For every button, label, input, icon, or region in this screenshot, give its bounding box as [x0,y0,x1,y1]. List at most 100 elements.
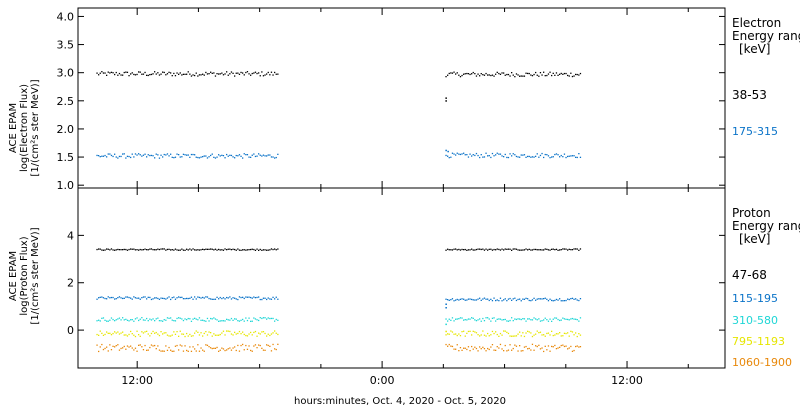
data-point [181,156,183,158]
data-point [543,334,545,336]
data-point [479,75,481,77]
data-point [523,75,526,77]
data-point [120,297,122,299]
data-point [243,153,245,155]
data-point [155,73,157,75]
data-point [503,156,505,158]
data-point [453,333,455,335]
data-point [555,348,558,350]
data-point [266,335,268,337]
data-point [120,249,122,251]
data-point [275,249,277,251]
data-point [184,345,186,347]
data-point [261,347,263,349]
data-point [254,318,257,320]
data-point [451,152,454,154]
data-point [98,350,100,353]
data-point [154,249,156,251]
data-point [490,334,492,336]
data-point [453,153,455,155]
data-point [533,334,535,336]
data-point [499,318,502,320]
data-point [480,154,482,156]
data-point [562,73,564,75]
data-point [495,73,497,75]
data-point [270,350,273,352]
data-point [248,345,250,347]
data-point [157,345,159,347]
data-point [144,296,146,298]
data-point [472,71,474,74]
data-point [557,249,559,251]
data-point [240,319,242,321]
data-point [186,297,188,300]
data-point [455,73,457,75]
data-point [546,332,548,335]
data-point [559,298,561,300]
data-point [498,153,500,155]
data-point [464,347,466,349]
data-point [546,298,548,300]
data-point [206,248,209,250]
data-point [171,319,173,321]
data-point [507,73,510,76]
data-point [471,345,473,348]
data-point [134,297,137,299]
data-point [567,332,569,334]
data-point [126,335,129,337]
data-point [531,75,534,77]
data-point [138,319,140,322]
data-point [258,153,260,155]
data-point [98,297,100,299]
data-point [520,318,522,321]
data-point [551,299,553,302]
data-point [523,335,526,338]
data-point [493,75,495,77]
data-point [507,298,510,300]
data-point [219,333,221,336]
data-point [472,154,474,156]
data-point [463,319,465,321]
data-point [128,320,130,322]
data-point [254,249,257,251]
data-point [490,156,492,159]
data-point [163,71,165,74]
data-point [488,74,490,76]
data-point [211,153,213,155]
data-point [238,330,241,333]
data-point [200,249,202,251]
electron-y-label-line-1: ACE EPAM [8,103,19,153]
data-point [458,333,460,335]
data-point [165,345,167,347]
data-point [230,298,233,300]
data-point [475,320,478,322]
data-point [578,249,580,251]
data-point [261,155,263,157]
data-point [106,248,108,250]
data-point [277,298,279,300]
data-point [491,249,494,251]
data-point [195,156,197,158]
data-point [192,346,194,348]
data-point [503,249,505,251]
data-point [198,157,201,159]
data-point [512,347,514,350]
data-point [487,155,489,157]
data-point [230,154,233,157]
data-point [248,249,250,251]
data-point [203,297,205,299]
data-point [469,153,471,155]
data-point [563,72,566,75]
data-point [192,318,194,320]
data-point [472,330,474,332]
data-point [474,154,476,157]
data-point [200,297,202,299]
data-point [218,334,220,336]
data-point [154,71,156,73]
y-tick-label: 0 [67,324,74,337]
data-point [512,298,514,300]
data-point [267,317,269,319]
data-point [131,319,133,321]
electron-legend-title-3: [keV] [739,42,770,56]
data-point [149,346,151,349]
